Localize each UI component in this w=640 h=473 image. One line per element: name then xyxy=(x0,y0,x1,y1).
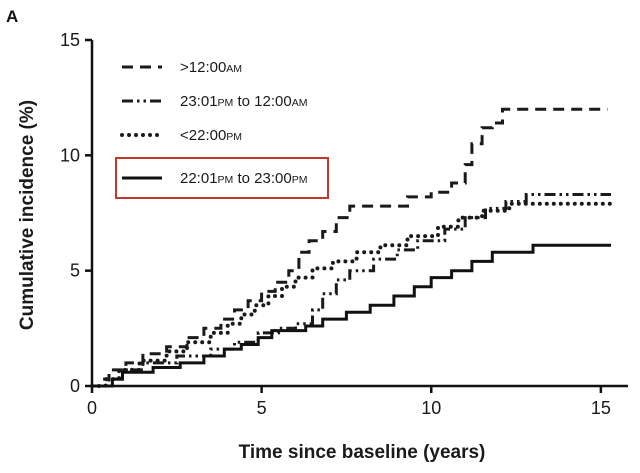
axes: 0 5 10 15 0 5 10 15 xyxy=(60,30,628,418)
series-line-0 xyxy=(92,107,608,388)
series-lines xyxy=(90,107,613,388)
x-tick-label: 0 xyxy=(87,398,97,418)
legend-highlight-box xyxy=(115,157,329,199)
series-line-1 xyxy=(92,193,611,388)
legend-label-2: <22:00PM xyxy=(180,127,242,144)
x-tick-label: 10 xyxy=(421,398,441,418)
legend: >12:00AM 23:01PM to 12:00AM <22:00PM 22:01P… xyxy=(115,59,329,199)
series-line-2 xyxy=(90,201,613,388)
x-tick-label: 5 xyxy=(257,398,267,418)
series-line-3 xyxy=(92,243,611,388)
y-tick-label: 5 xyxy=(70,261,80,281)
legend-label-0: >12:00AM xyxy=(180,59,242,76)
y-tick-label: 15 xyxy=(60,30,80,50)
x-ticks: 0 5 10 15 xyxy=(87,386,611,418)
y-tick-label: 0 xyxy=(70,376,80,396)
x-axis-title: Time since baseline (years) xyxy=(239,442,486,463)
legend-label-1: 23:01PM to 12:00AM xyxy=(180,93,307,110)
y-axis-title: Cumulative incidence (%) xyxy=(17,100,38,330)
y-tick-label: 10 xyxy=(60,145,80,165)
y-ticks: 0 5 10 15 xyxy=(60,30,92,396)
legend-label-3: 22:01PM to 23:00PM xyxy=(180,170,307,187)
x-tick-label: 15 xyxy=(591,398,611,418)
panel-label: A xyxy=(6,7,18,26)
